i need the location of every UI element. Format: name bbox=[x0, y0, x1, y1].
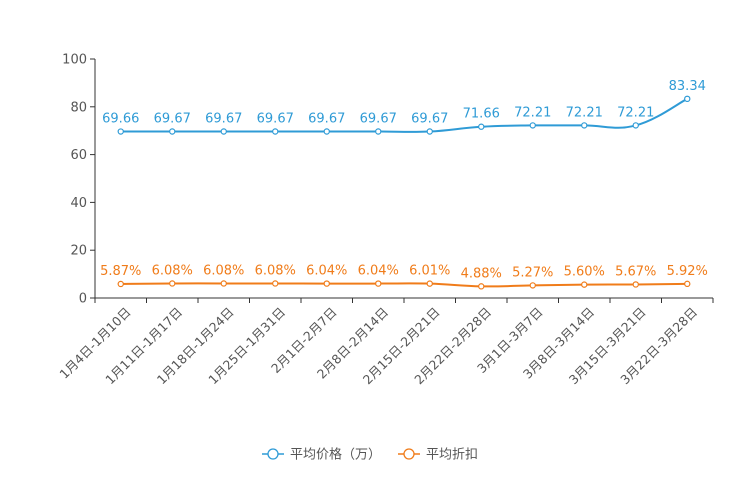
legend-marker-icon bbox=[403, 448, 415, 460]
data-label: 4.88% bbox=[461, 266, 502, 281]
series-line bbox=[120, 97, 688, 133]
data-label: 69.67 bbox=[360, 111, 397, 126]
chart-series: 69.66 69.67 69.67 69.67 69.67 69.67 69.67 71.66… bbox=[100, 79, 708, 290]
data-point[interactable] bbox=[272, 128, 279, 135]
data-label: 72.21 bbox=[566, 105, 603, 120]
data-point[interactable] bbox=[581, 281, 588, 288]
legend-marker-icon bbox=[267, 448, 279, 460]
data-label: 6.01% bbox=[409, 264, 450, 279]
series-average-price: 69.66 69.67 69.67 69.67 69.67 69.67 69.67 71.66… bbox=[102, 79, 706, 135]
y-tick-label: 20 bbox=[70, 244, 87, 259]
data-point[interactable] bbox=[272, 280, 279, 287]
data-point[interactable] bbox=[117, 128, 124, 135]
data-label: 83.34 bbox=[669, 79, 706, 94]
data-label: 69.67 bbox=[308, 111, 345, 126]
data-point[interactable] bbox=[426, 280, 433, 287]
data-label: 69.67 bbox=[411, 111, 448, 126]
legend-label: 平均价格（万） bbox=[290, 447, 381, 463]
data-point[interactable] bbox=[478, 283, 485, 290]
data-point[interactable] bbox=[220, 128, 227, 135]
data-label: 69.67 bbox=[154, 111, 191, 126]
data-label: 6.08% bbox=[255, 263, 296, 278]
data-label: 6.08% bbox=[203, 263, 244, 278]
chart-legend[interactable]: 平均价格（万） 平均折扣 bbox=[262, 447, 478, 463]
data-point[interactable] bbox=[169, 128, 176, 135]
data-label: 6.08% bbox=[152, 263, 193, 278]
data-label: 5.60% bbox=[564, 265, 605, 280]
data-point[interactable] bbox=[632, 281, 639, 288]
data-label: 5.27% bbox=[512, 265, 553, 280]
data-label: 5.92% bbox=[667, 264, 708, 279]
series-line bbox=[120, 282, 688, 288]
data-label: 69.66 bbox=[102, 112, 139, 127]
y-tick-label: 80 bbox=[70, 100, 87, 115]
data-point[interactable] bbox=[117, 280, 124, 288]
y-tick-label: 40 bbox=[70, 196, 87, 211]
data-point[interactable] bbox=[632, 122, 639, 129]
data-point[interactable] bbox=[478, 123, 485, 130]
y-tick-label: 60 bbox=[70, 148, 87, 163]
data-point[interactable] bbox=[323, 128, 330, 135]
data-label: 6.04% bbox=[306, 264, 347, 279]
y-tick-label: 100 bbox=[62, 53, 87, 68]
data-point[interactable] bbox=[581, 122, 588, 129]
y-tick-label: 0 bbox=[79, 292, 87, 307]
series-average-discount: 5.87% 6.08% 6.08% 6.08% 6.04% 6.04% 6.01% 4.88%… bbox=[100, 263, 708, 290]
data-point[interactable] bbox=[426, 128, 433, 135]
data-point[interactable] bbox=[684, 95, 691, 103]
data-label: 5.87% bbox=[100, 264, 141, 279]
legend-item-average-discount[interactable]: 平均折扣 bbox=[398, 448, 478, 463]
data-point[interactable] bbox=[323, 280, 330, 287]
data-point[interactable] bbox=[375, 128, 382, 135]
legend-label: 平均折扣 bbox=[426, 448, 478, 463]
legend-item-average-price[interactable]: 平均价格（万） bbox=[262, 447, 381, 463]
data-label: 69.67 bbox=[205, 111, 242, 126]
data-point[interactable] bbox=[684, 280, 691, 288]
data-point[interactable] bbox=[220, 280, 227, 287]
data-label: 71.66 bbox=[463, 107, 500, 122]
data-label: 72.21 bbox=[617, 105, 654, 120]
data-point[interactable] bbox=[169, 280, 176, 287]
data-point[interactable] bbox=[529, 122, 536, 129]
data-point[interactable] bbox=[375, 280, 382, 287]
data-label: 6.04% bbox=[358, 264, 399, 279]
data-point[interactable] bbox=[529, 282, 536, 289]
chart-axes: 0204060801001月4日-1月10日1月11日-1月17日1月18日-1… bbox=[56, 53, 714, 387]
data-label: 5.67% bbox=[615, 264, 656, 279]
data-label: 69.67 bbox=[257, 111, 294, 126]
data-label: 72.21 bbox=[514, 105, 551, 120]
